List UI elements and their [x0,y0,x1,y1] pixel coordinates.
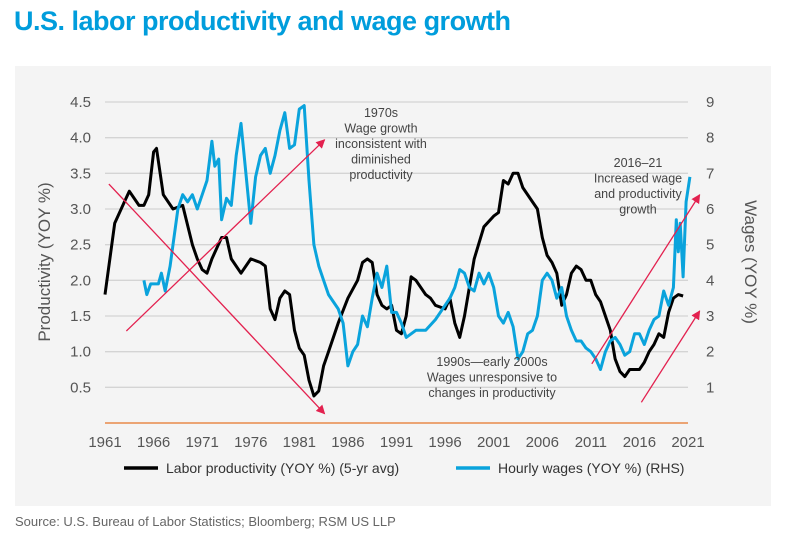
annotation-text: diminished [351,153,411,167]
legend-label-productivity: Labor productivity (YOY %) (5-yr avg) [166,460,399,476]
y-axis-label: Productivity (YOY %) [35,182,54,341]
y2-tick-label: 8 [706,130,714,147]
trend-arrow [591,193,701,365]
x-tick-label: 1976 [234,434,267,451]
trend-arrow [125,139,326,332]
y2-tick-label: 6 [706,201,714,218]
y-tick-label: 2.0 [70,272,91,289]
wages-line [142,104,692,371]
trend-arrow [108,183,326,415]
chart-title: U.S. labor productivity and wage growth [14,6,511,36]
trend-arrow [640,310,701,403]
annotation-text: growth [619,203,657,217]
x-tick-label: 1971 [185,434,218,451]
y-tick-label: 3.0 [70,201,91,218]
annotation-text: 2016–21 [614,156,663,170]
x-tick-label: 2021 [671,434,704,451]
y2-tick-label: 4 [706,272,714,289]
x-tick-label: 1991 [380,434,413,451]
y2-axis-label: Wages (YOY %) [741,200,760,324]
source-note: Source: U.S. Bureau of Labor Statistics;… [15,514,396,529]
y2-tick-label: 5 [706,237,714,254]
y2-tick-label: 3 [706,308,714,325]
legend-label-wages: Hourly wages (YOY %) (RHS) [498,460,684,476]
y-tick-label: 0.5 [70,379,91,396]
y2-tick-label: 2 [706,344,714,361]
x-tick-label: 1996 [428,434,461,451]
annotation-text: Increased wage [594,172,682,186]
productivity-line [103,146,684,398]
y-tick-label: 1.0 [70,344,91,361]
x-tick-label: 2016 [623,434,656,451]
annotation-text: 1970s [364,106,398,120]
annotation-text: 1990s—early 2000s [436,355,547,369]
x-tick-label: 2006 [526,434,559,451]
x-tick-label: 1966 [137,434,170,451]
annotation-text: Wage growth [344,122,417,136]
annotation-text: changes in productivity [428,386,556,400]
y-tick-label: 3.5 [70,165,91,182]
x-tick-label: 1981 [283,434,316,451]
annotation-text: inconsistent with [335,137,427,151]
x-tick-label: 1961 [88,434,121,451]
y2-tick-label: 1 [706,379,714,396]
y2-tick-label: 9 [706,94,714,111]
y-tick-label: 2.5 [70,237,91,254]
y-tick-label: 1.5 [70,308,91,325]
y-tick-label: 4.0 [70,130,91,147]
x-tick-label: 2001 [477,434,510,451]
x-tick-label: 1986 [331,434,364,451]
x-tick-label: 2011 [575,434,607,451]
y-tick-label: 4.5 [70,94,91,111]
y2-tick-label: 7 [706,165,714,182]
annotation-text: Wages unresponsive to [427,371,557,385]
chart-panel [15,66,771,506]
annotation-text: productivity [349,168,413,182]
annotation-text: and productivity [594,187,682,201]
